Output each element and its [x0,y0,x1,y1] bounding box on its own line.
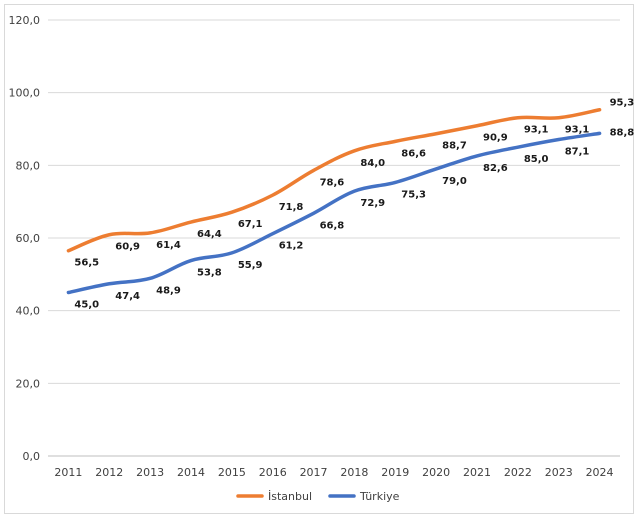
data-label: 78,6 [320,177,345,188]
data-label: 79,0 [442,176,467,187]
x-tick-label: 2018 [340,466,368,479]
x-tick-label: 2017 [300,466,328,479]
y-tick-label: 100,0 [9,87,41,100]
legend-label-1: Türkiye [359,490,400,503]
x-tick-label: 2015 [218,466,246,479]
y-axis-ticks: 0,0 20,0 40,0 60,0 80,0 100,0 120,0 [9,14,41,463]
data-label: 90,9 [483,133,508,144]
data-label: 66,8 [320,220,345,231]
series-line-1 [66,131,602,295]
x-tick-label: 2014 [177,466,205,479]
y-tick-label: 120,0 [9,14,41,27]
legend: İstanbul Türkiye [236,490,400,503]
chart-frame [4,4,634,514]
x-tick-label: 2013 [136,466,164,479]
series-line-0 [66,107,602,253]
data-label: 88,7 [442,141,467,152]
x-tick-label: 2024 [586,466,614,479]
x-axis-ticks: 2011 2012 2013 2014 2015 2016 2017 2018 2019 2020… [54,466,613,479]
data-label: 84,0 [360,158,385,169]
gridlines [48,19,620,457]
x-tick-label: 2020 [422,466,450,479]
y-tick-label: 0,0 [23,450,41,463]
data-label: 48,9 [156,285,181,296]
data-label: 88,8 [610,127,635,138]
data-label: 75,3 [401,189,426,200]
data-labels: 56,5 60,9 61,4 64,4 67,1 71,8 78,6 84,0 86,6 88,7… [74,98,634,311]
data-label: 60,9 [115,242,140,253]
x-tick-label: 2023 [545,466,573,479]
data-label: 95,3 [610,98,635,109]
data-label: 86,6 [401,148,426,159]
series-lines [66,107,602,295]
data-label: 61,2 [279,241,304,252]
data-label: 87,1 [565,147,590,158]
x-tick-label: 2022 [504,466,532,479]
data-label: 55,9 [238,260,263,271]
x-tick-label: 2021 [463,466,491,479]
data-label: 67,1 [238,219,263,230]
y-tick-label: 60,0 [16,232,41,245]
y-tick-label: 80,0 [16,159,41,172]
data-label: 85,0 [524,154,549,165]
data-label: 64,4 [197,229,222,240]
x-tick-label: 2016 [259,466,287,479]
data-label: 56,5 [74,258,99,269]
x-tick-label: 2012 [95,466,123,479]
y-tick-label: 40,0 [16,305,41,318]
data-label: 61,4 [156,240,181,251]
data-label: 47,4 [115,291,140,302]
data-label: 45,0 [74,300,99,311]
x-tick-label: 2019 [381,466,409,479]
data-label: 72,9 [360,198,385,209]
data-label: 71,8 [279,202,304,213]
y-tick-label: 20,0 [16,377,41,390]
legend-label-0: İstanbul [268,490,312,503]
data-label: 93,1 [565,125,590,136]
data-label: 93,1 [524,125,549,136]
data-label: 53,8 [197,268,222,279]
x-tick-label: 2011 [54,466,82,479]
data-label: 82,6 [483,163,508,174]
